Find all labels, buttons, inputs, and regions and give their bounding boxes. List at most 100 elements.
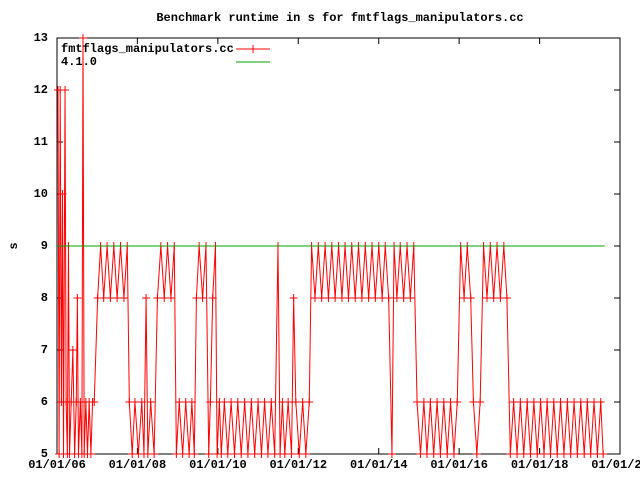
data-point <box>146 398 155 406</box>
y-tick-label: 5 <box>41 447 48 461</box>
data-point <box>113 294 122 302</box>
data-point <box>546 450 555 458</box>
series-line <box>57 37 604 455</box>
data-point <box>439 398 448 406</box>
data-point <box>399 294 408 302</box>
data-point <box>596 398 605 406</box>
data-point <box>280 450 289 458</box>
data-point <box>73 294 82 302</box>
data-point <box>240 398 249 406</box>
data-point <box>310 294 319 302</box>
data-point <box>204 450 213 458</box>
data-point <box>344 294 353 302</box>
data-point <box>446 398 455 406</box>
data-point <box>533 450 542 458</box>
y-tick-label: 7 <box>41 343 48 357</box>
data-point <box>208 294 217 302</box>
data-point <box>331 294 340 302</box>
data-point <box>529 398 538 406</box>
data-point <box>357 294 366 302</box>
data-point <box>466 294 475 302</box>
data-point <box>206 398 215 406</box>
data-point <box>291 398 300 406</box>
data-point <box>559 450 568 458</box>
data-point <box>61 86 70 94</box>
data-point <box>160 294 169 302</box>
x-tick-label: 01/01/14 <box>350 458 408 472</box>
data-point <box>590 398 599 406</box>
data-point <box>436 450 445 458</box>
data-point <box>260 398 269 406</box>
x-tick-label: 01/01/06 <box>28 458 86 472</box>
data-point <box>549 398 558 406</box>
data-point <box>130 398 139 406</box>
data-point <box>317 294 326 302</box>
data-point <box>556 398 565 406</box>
y-axis-label: s <box>7 242 21 249</box>
data-point <box>506 450 515 458</box>
data-point <box>247 398 256 406</box>
data-point <box>137 398 146 406</box>
chart-title: Benchmark runtime in s for fmtflags_mani… <box>156 11 523 25</box>
data-point <box>150 450 159 458</box>
data-point <box>469 398 478 406</box>
data-point <box>305 398 314 406</box>
data-point <box>250 450 259 458</box>
data-point <box>513 450 522 458</box>
data-point <box>570 398 579 406</box>
y-tick-label: 6 <box>41 395 48 409</box>
data-point <box>406 294 415 302</box>
data-point <box>516 398 525 406</box>
data-point <box>119 294 128 302</box>
data-point <box>267 398 276 406</box>
data-point <box>509 398 518 406</box>
data-point <box>287 450 296 458</box>
data-point <box>364 294 373 302</box>
data-point <box>523 398 532 406</box>
legend-label: 4.1.0 <box>61 55 97 69</box>
data-point <box>289 294 298 302</box>
data-point <box>99 294 108 302</box>
data-point <box>324 294 333 302</box>
data-point <box>263 450 272 458</box>
data-point <box>284 398 293 406</box>
data-point <box>166 294 175 302</box>
data-point <box>566 450 575 458</box>
data-point <box>142 294 151 302</box>
data-point <box>433 398 442 406</box>
data-point <box>220 398 229 406</box>
data-point <box>243 450 252 458</box>
x-tick-label: 01/01/08 <box>109 458 167 472</box>
data-point <box>599 450 608 458</box>
data-point <box>58 190 67 198</box>
data-point <box>583 398 592 406</box>
data-point <box>187 398 196 406</box>
data-point <box>426 398 435 406</box>
data-point <box>443 450 452 458</box>
legend-marker <box>249 45 257 53</box>
x-tick-label: 01/01/20 <box>591 458 640 472</box>
data-point <box>233 398 242 406</box>
data-point <box>371 294 380 302</box>
y-tick-label: 12 <box>34 83 48 97</box>
x-tick-label: 01/01/10 <box>189 458 247 472</box>
x-tick-label: 01/01/16 <box>430 458 488 472</box>
data-point <box>502 294 511 302</box>
data-point <box>422 450 431 458</box>
data-point <box>449 450 458 458</box>
y-tick-label: 13 <box>34 31 48 45</box>
data-point <box>301 450 310 458</box>
data-point <box>543 398 552 406</box>
data-point <box>413 398 422 406</box>
data-point <box>519 450 528 458</box>
legend-label: fmtflags_manipulators.cc <box>61 42 234 56</box>
data-point <box>482 294 491 302</box>
data-point <box>227 398 236 406</box>
data-point <box>198 294 207 302</box>
data-point <box>563 398 572 406</box>
data-point <box>237 450 246 458</box>
data-point <box>86 450 95 458</box>
data-point <box>223 450 232 458</box>
